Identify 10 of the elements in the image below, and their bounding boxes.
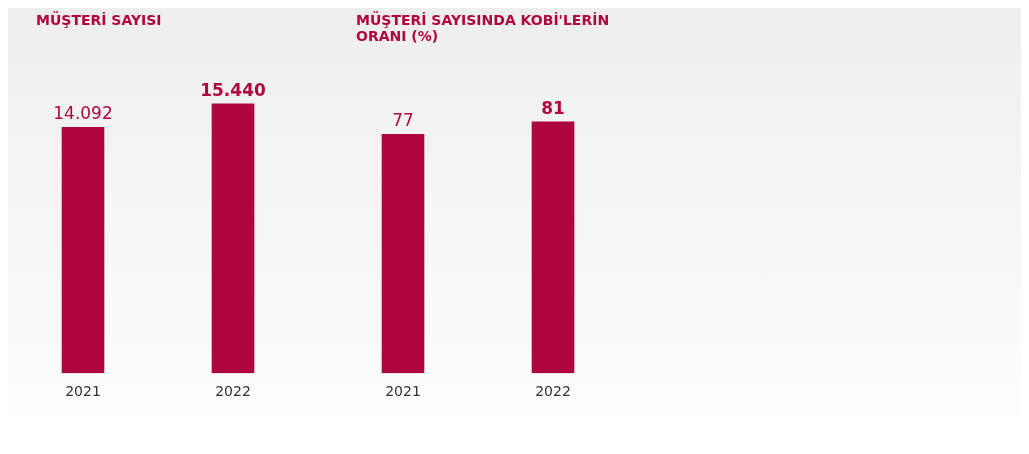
x-tick-label: 2022 (215, 383, 251, 400)
x-tick-label: 2021 (65, 383, 101, 400)
data-label: 14.092 (53, 103, 113, 124)
x-tick-label: 2022 (535, 383, 571, 400)
data-label: 15.440 (200, 79, 266, 100)
data-label: 81 (541, 97, 565, 118)
chart-title: MÜŞTERİ SAYISI (35, 10, 163, 30)
chart-title: MÜŞTERİ SAYISINDA KOBİ'LERİN ORANI (%) (355, 10, 611, 46)
data-label: 77 (392, 110, 414, 131)
x-tick-label: 2021 (385, 383, 421, 400)
